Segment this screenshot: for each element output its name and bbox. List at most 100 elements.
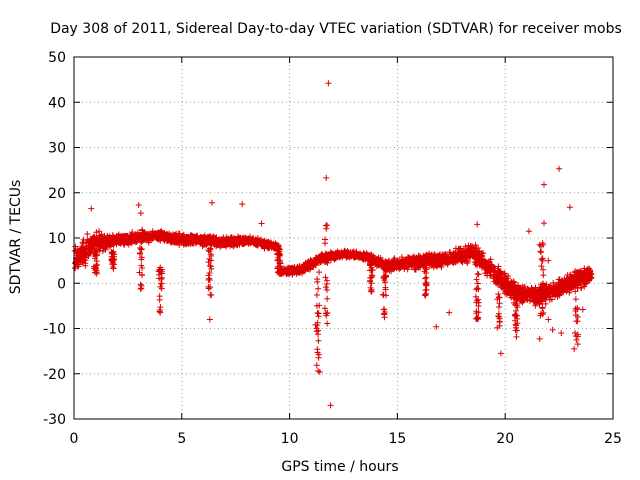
dip-point [158, 276, 165, 283]
data-point [86, 239, 93, 246]
data-point [584, 266, 591, 273]
outlier-point [558, 330, 565, 337]
data-point [568, 276, 575, 283]
data-point [213, 234, 220, 241]
data-point [404, 257, 411, 264]
dip-point [422, 262, 429, 269]
dip-point [158, 266, 165, 273]
data-point [512, 296, 519, 303]
dip-point [156, 308, 163, 315]
outlier-point [536, 335, 543, 342]
outlier-point [327, 402, 334, 409]
data-point [495, 263, 502, 270]
chart-title: Day 308 of 2011, Sidereal Day-to-day VTE… [50, 21, 622, 37]
dip-point [313, 302, 320, 309]
data-point [580, 271, 587, 278]
data-point [587, 268, 594, 275]
data-point [424, 251, 431, 258]
dip-point [423, 266, 430, 273]
dip-point [276, 251, 283, 258]
x-tick-label: 15 [388, 431, 406, 447]
data-point [176, 230, 183, 237]
outlier-point [474, 221, 481, 228]
data-point [505, 286, 512, 293]
data-point [258, 242, 265, 249]
dip-point [324, 222, 331, 229]
dip-point [496, 315, 503, 322]
x-tick-label: 10 [281, 431, 299, 447]
data-point [412, 266, 419, 273]
data-point [115, 238, 122, 245]
dip-point [324, 295, 331, 302]
dip-point [495, 310, 502, 317]
dip-point [138, 256, 145, 263]
data-point [107, 237, 114, 244]
data-point [221, 240, 228, 247]
outlier-point [549, 326, 556, 333]
dip-point [205, 258, 212, 265]
dip-point [206, 248, 213, 255]
y-tick-label: -20 [43, 367, 66, 383]
data-point [247, 240, 254, 247]
data-point [148, 233, 155, 240]
data-point [347, 253, 354, 260]
dip-point [137, 281, 144, 288]
data-point [210, 237, 217, 244]
outlier-point [446, 309, 453, 316]
data-point [552, 283, 559, 290]
dip-point [537, 248, 544, 255]
data-point [297, 266, 304, 273]
data-point [450, 259, 457, 266]
dip-point [274, 263, 281, 270]
data-point [115, 239, 122, 246]
outlier-point [137, 210, 144, 217]
y-tick-label: -30 [43, 412, 66, 428]
dip-point [139, 227, 146, 234]
data-point [470, 252, 477, 259]
outlier-point [316, 368, 323, 375]
data-point [80, 240, 87, 247]
dip-point [574, 313, 581, 320]
data-point [71, 247, 78, 254]
dip-point [138, 233, 145, 240]
data-point [184, 234, 191, 241]
dip-point [513, 287, 520, 294]
dip-point [423, 282, 430, 289]
dip-point [368, 286, 375, 293]
dip-point [574, 331, 581, 338]
data-point [448, 255, 455, 262]
outlier-point [157, 309, 164, 316]
data-point [577, 268, 584, 275]
data-point [463, 257, 470, 264]
dip-point [572, 329, 579, 336]
dip-point [208, 265, 215, 272]
dip-point [316, 269, 323, 276]
data-point [486, 272, 493, 279]
dip-point [109, 261, 116, 268]
dip-point [539, 305, 546, 312]
dip-point [514, 320, 521, 327]
data-point [360, 251, 367, 258]
data-point [111, 235, 118, 242]
dip-point [368, 272, 375, 279]
dip-point [315, 354, 322, 361]
data-point [393, 263, 400, 270]
data-point [527, 291, 534, 298]
outlier-point [135, 201, 142, 208]
y-tick-label: 0 [57, 276, 66, 292]
data-point [170, 236, 177, 243]
data-point [152, 231, 159, 238]
outlier-point [325, 80, 332, 87]
dip-point [380, 265, 387, 272]
dip-point [323, 287, 330, 294]
dip-point [572, 288, 579, 295]
tick-labels: 0 5 10 15 20 25 -30 -20 -10 0 10 20 30 40 50 [43, 50, 622, 447]
data-point [456, 245, 463, 252]
data-point [509, 280, 516, 287]
outlier-point [556, 165, 563, 172]
data-point [80, 236, 87, 243]
data-point [181, 236, 188, 243]
data-point [215, 241, 222, 248]
outlier-point [536, 241, 543, 248]
